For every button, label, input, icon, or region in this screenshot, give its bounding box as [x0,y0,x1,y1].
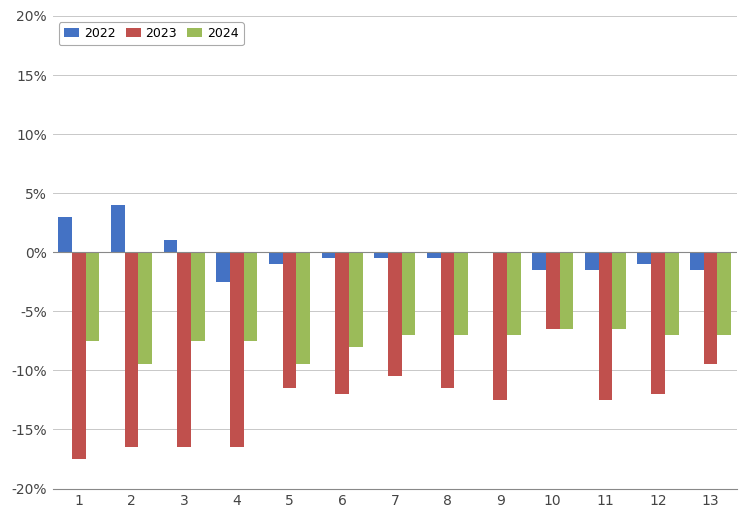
Bar [191,252,205,341]
Bar [86,252,99,341]
Bar [638,252,651,264]
Bar [532,252,546,270]
Bar [546,252,559,329]
Bar [230,252,244,447]
Bar [217,252,230,282]
Bar [111,205,125,252]
Bar [612,252,626,329]
Bar [72,252,86,459]
Bar [665,252,678,335]
Bar [651,252,665,394]
Bar [177,252,191,447]
Legend: 2022, 2023, 2024: 2022, 2023, 2024 [59,22,244,45]
Bar [717,252,731,335]
Bar [585,252,599,270]
Bar [388,252,402,376]
Bar [559,252,573,329]
Bar [690,252,704,270]
Bar [164,241,177,252]
Bar [374,252,388,258]
Bar [335,252,349,394]
Bar [244,252,257,341]
Bar [427,252,441,258]
Bar [507,252,520,335]
Bar [125,252,138,447]
Bar [138,252,152,364]
Bar [296,252,310,364]
Bar [322,252,335,258]
Bar [59,217,72,252]
Bar [493,252,507,400]
Bar [599,252,612,400]
Bar [441,252,454,388]
Bar [349,252,362,347]
Bar [283,252,296,388]
Bar [269,252,283,264]
Bar [454,252,468,335]
Bar [402,252,415,335]
Bar [704,252,717,364]
